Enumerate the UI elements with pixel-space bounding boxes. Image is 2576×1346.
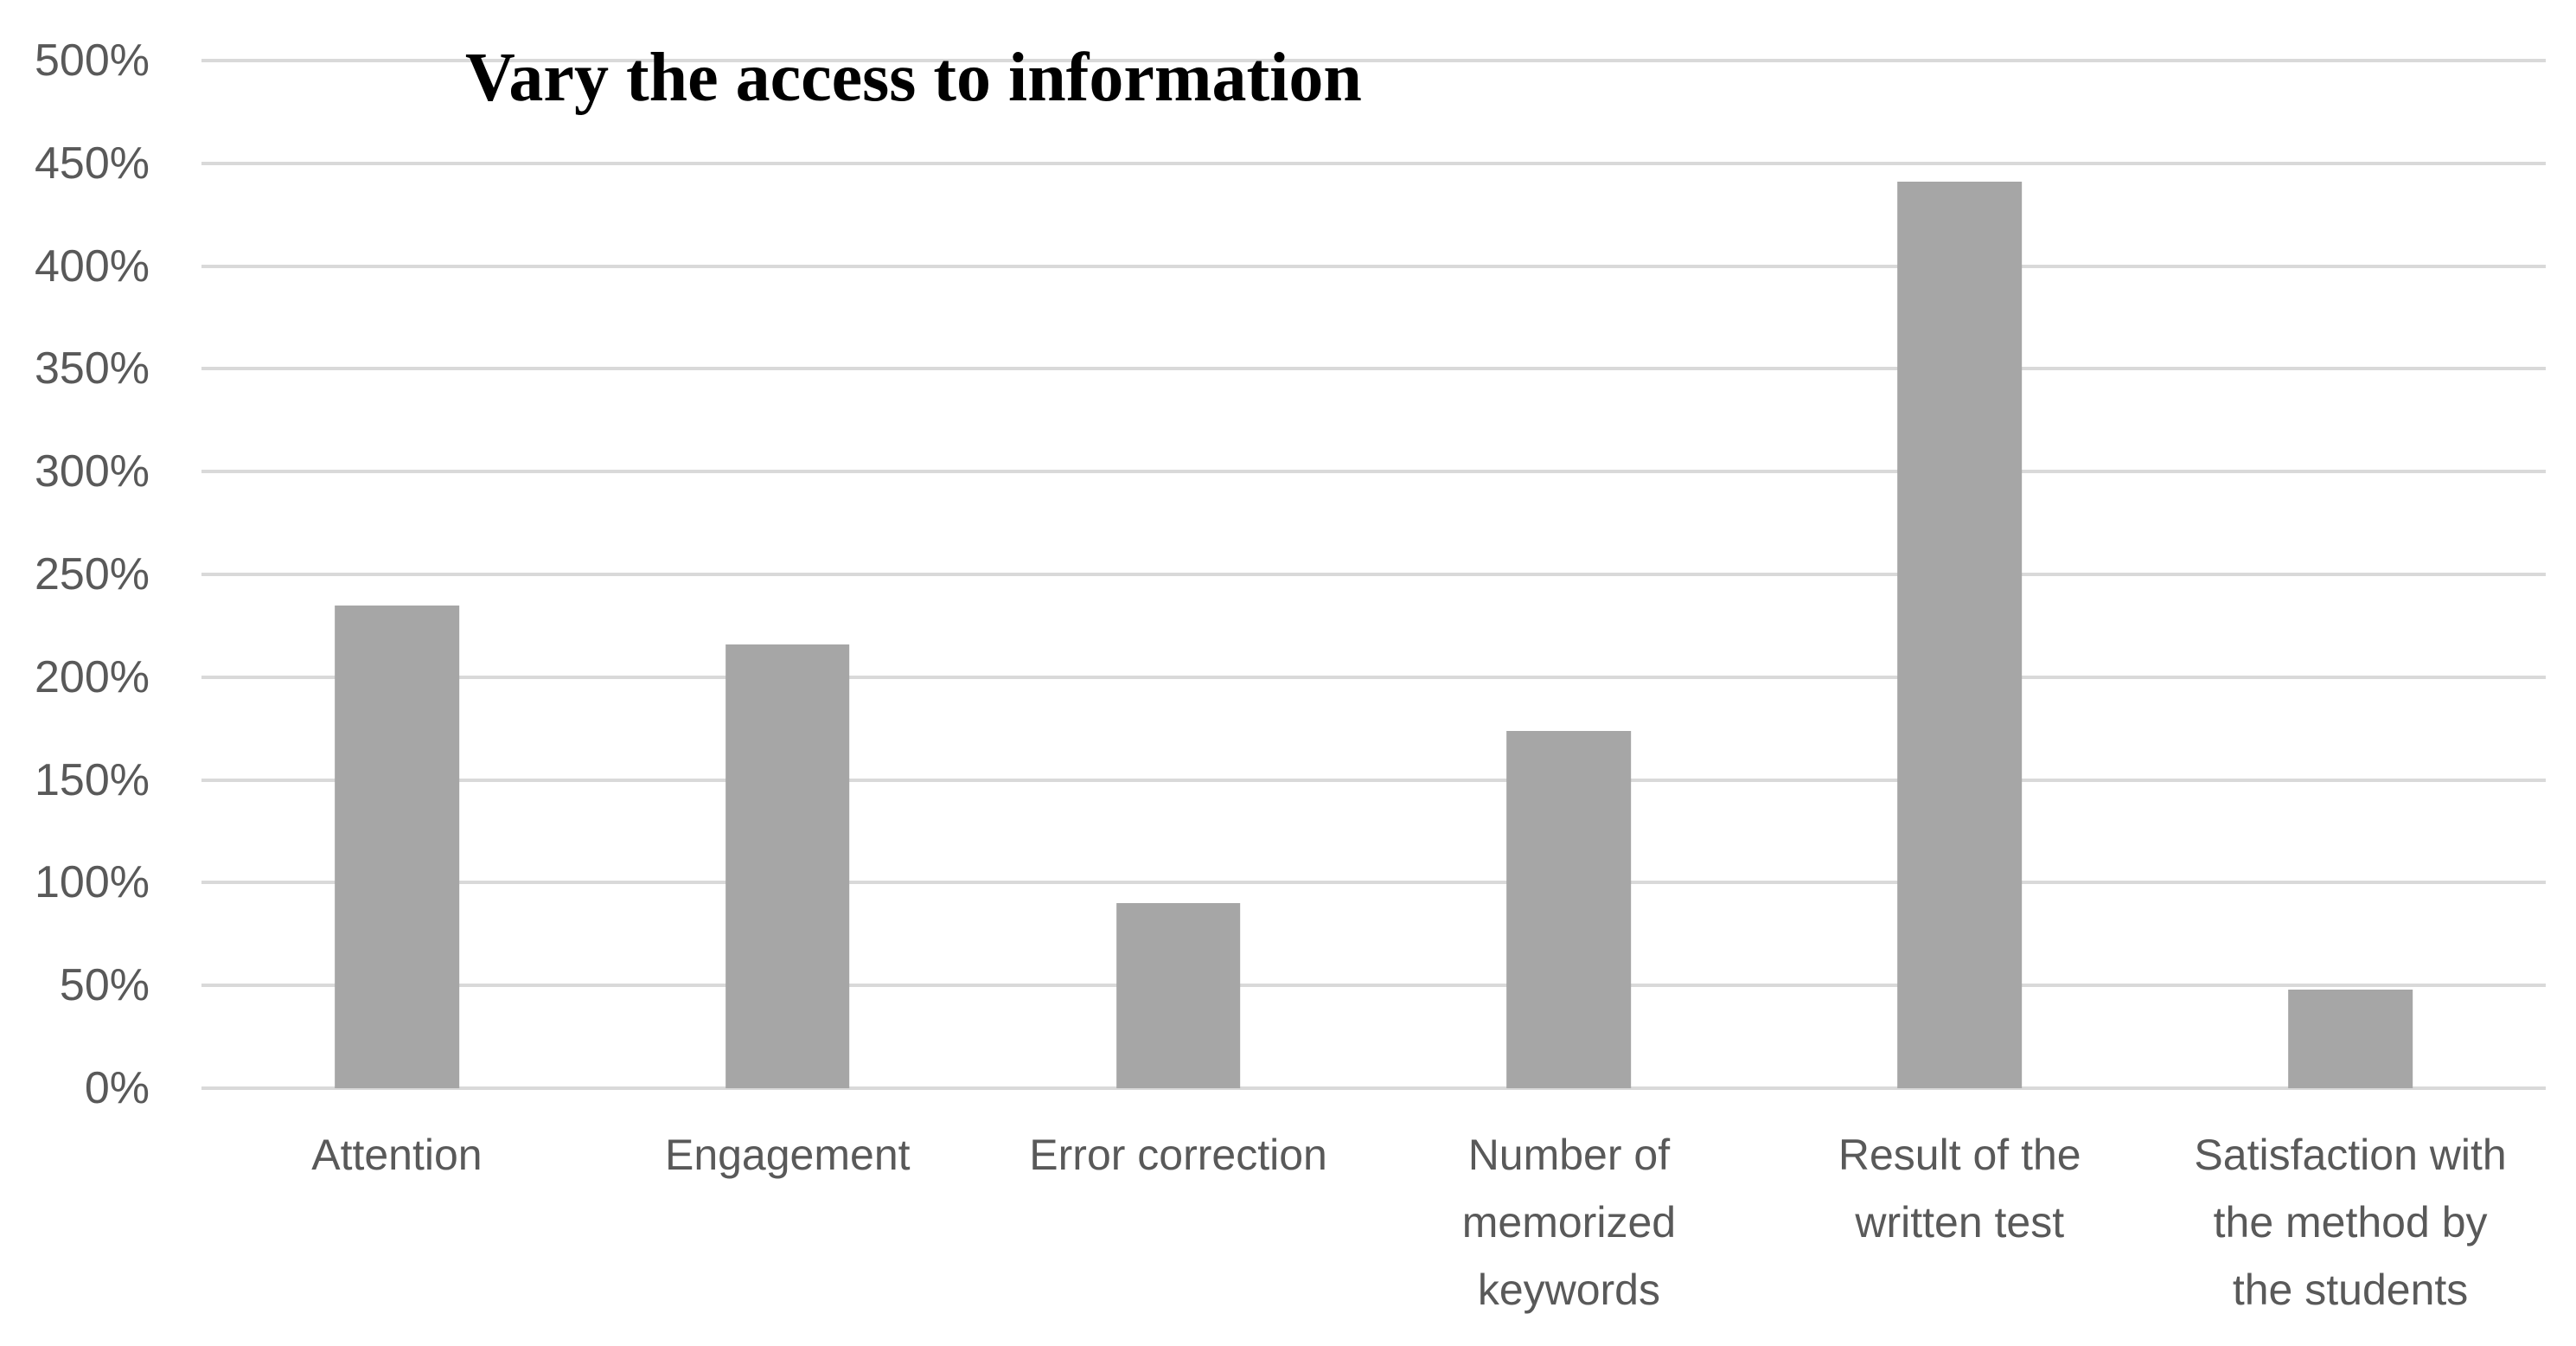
gridline bbox=[201, 984, 2546, 988]
x-axis-label-line: Attention bbox=[311, 1131, 483, 1179]
bar-result-of-the-written-test bbox=[1897, 182, 2023, 1088]
bar-satisfaction-with-the-method-by-the-students bbox=[2288, 989, 2413, 1088]
x-axis-category-label: Number of memorized keywords bbox=[1374, 1121, 1765, 1324]
y-axis-tick-label: 300% bbox=[35, 446, 150, 497]
bar-slot bbox=[592, 61, 983, 1088]
y-axis-tick-label: 100% bbox=[35, 857, 150, 908]
bar-attention bbox=[335, 605, 459, 1088]
gridline bbox=[201, 470, 2546, 474]
bar-slot bbox=[983, 61, 1374, 1088]
y-axis-tick-label: 150% bbox=[35, 754, 150, 805]
y-axis-tick-label: 200% bbox=[35, 651, 150, 702]
x-axis-category-label: Satisfaction with the method by the studen… bbox=[2155, 1121, 2546, 1324]
y-axis-tick-label: 400% bbox=[35, 240, 150, 292]
gridline bbox=[201, 264, 2546, 268]
bar-number-of-memorized-keywords bbox=[1506, 730, 1632, 1088]
x-axis-label-line: written test bbox=[1855, 1198, 2065, 1247]
x-axis-category-label: Attention bbox=[201, 1121, 592, 1189]
plot-area bbox=[201, 59, 2546, 1090]
y-axis-tick-label: 350% bbox=[35, 343, 150, 394]
gridline bbox=[201, 881, 2546, 885]
x-axis-category-label: Result of the written test bbox=[1764, 1121, 2155, 1256]
y-axis-tick-label: 0% bbox=[84, 1063, 150, 1113]
bar-slot bbox=[1374, 61, 1765, 1088]
y-axis-tick-label: 450% bbox=[35, 138, 150, 189]
x-axis: Attention Engagement Error correction Numbe… bbox=[201, 1121, 2546, 1337]
x-axis-label-line: the method by bbox=[2213, 1198, 2488, 1247]
gridline bbox=[201, 675, 2546, 679]
bar-slot bbox=[201, 61, 592, 1088]
x-axis-category-label: Error correction bbox=[983, 1121, 1374, 1189]
bar-slot bbox=[2155, 61, 2546, 1088]
x-axis-label-line: Satisfaction with bbox=[2194, 1131, 2507, 1179]
gridline bbox=[201, 778, 2546, 782]
bar-error-correction bbox=[1115, 903, 1241, 1088]
x-axis-label-line: the students bbox=[2232, 1266, 2469, 1314]
bar-slot bbox=[1764, 61, 2155, 1088]
x-axis-label-line: Number of bbox=[1467, 1131, 1671, 1179]
y-axis-tick-label: 250% bbox=[35, 549, 150, 599]
x-axis-category-label: Engagement bbox=[592, 1121, 983, 1189]
x-axis-label-line: Error correction bbox=[1029, 1131, 1327, 1179]
y-axis: 0% 50% 100% 150% 200% 250% 300% 350% 400% 450% 500… bbox=[0, 38, 150, 1111]
gridline bbox=[201, 59, 2546, 62]
gridline bbox=[201, 161, 2546, 165]
x-axis-label-line: Result of the bbox=[1838, 1131, 2081, 1179]
gridline bbox=[201, 573, 2546, 576]
x-axis-label-line: Engagement bbox=[664, 1131, 911, 1179]
gridline bbox=[201, 1086, 2546, 1090]
y-axis-tick-label: 500% bbox=[35, 35, 150, 86]
x-axis-label-line: keywords bbox=[1477, 1266, 1660, 1314]
gridline bbox=[201, 367, 2546, 371]
bar-engagement bbox=[725, 644, 850, 1088]
y-axis-tick-label: 50% bbox=[59, 960, 150, 1011]
chart-title: Vary the access to information bbox=[465, 40, 1362, 116]
x-axis-label-line: memorized bbox=[1461, 1198, 1677, 1247]
